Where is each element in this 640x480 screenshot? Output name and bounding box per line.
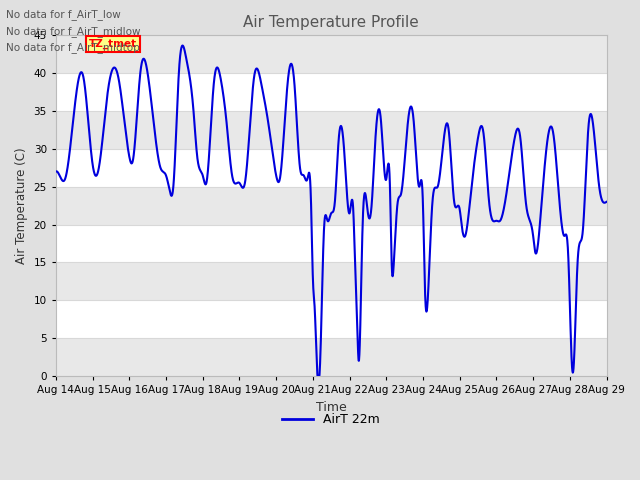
Legend: AirT 22m: AirT 22m: [277, 408, 385, 431]
Title: Air Temperature Profile: Air Temperature Profile: [243, 15, 419, 30]
Y-axis label: Air Temperature (C): Air Temperature (C): [15, 147, 28, 264]
Bar: [56, 73, 607, 111]
Bar: [56, 111, 607, 149]
X-axis label: Time: Time: [316, 400, 347, 413]
Bar: [56, 149, 607, 187]
Bar: [56, 338, 607, 376]
Bar: [56, 225, 607, 263]
Bar: [56, 36, 607, 73]
Text: No data for f_AirT_midlow: No data for f_AirT_midlow: [6, 25, 141, 36]
Text: No data for f_AirT_low: No data for f_AirT_low: [6, 9, 121, 20]
Text: TZ_tmet: TZ_tmet: [89, 39, 137, 49]
Text: No data for f_AirT_midtop: No data for f_AirT_midtop: [6, 42, 140, 53]
Bar: [56, 263, 607, 300]
Bar: [56, 300, 607, 338]
Bar: [56, 187, 607, 225]
